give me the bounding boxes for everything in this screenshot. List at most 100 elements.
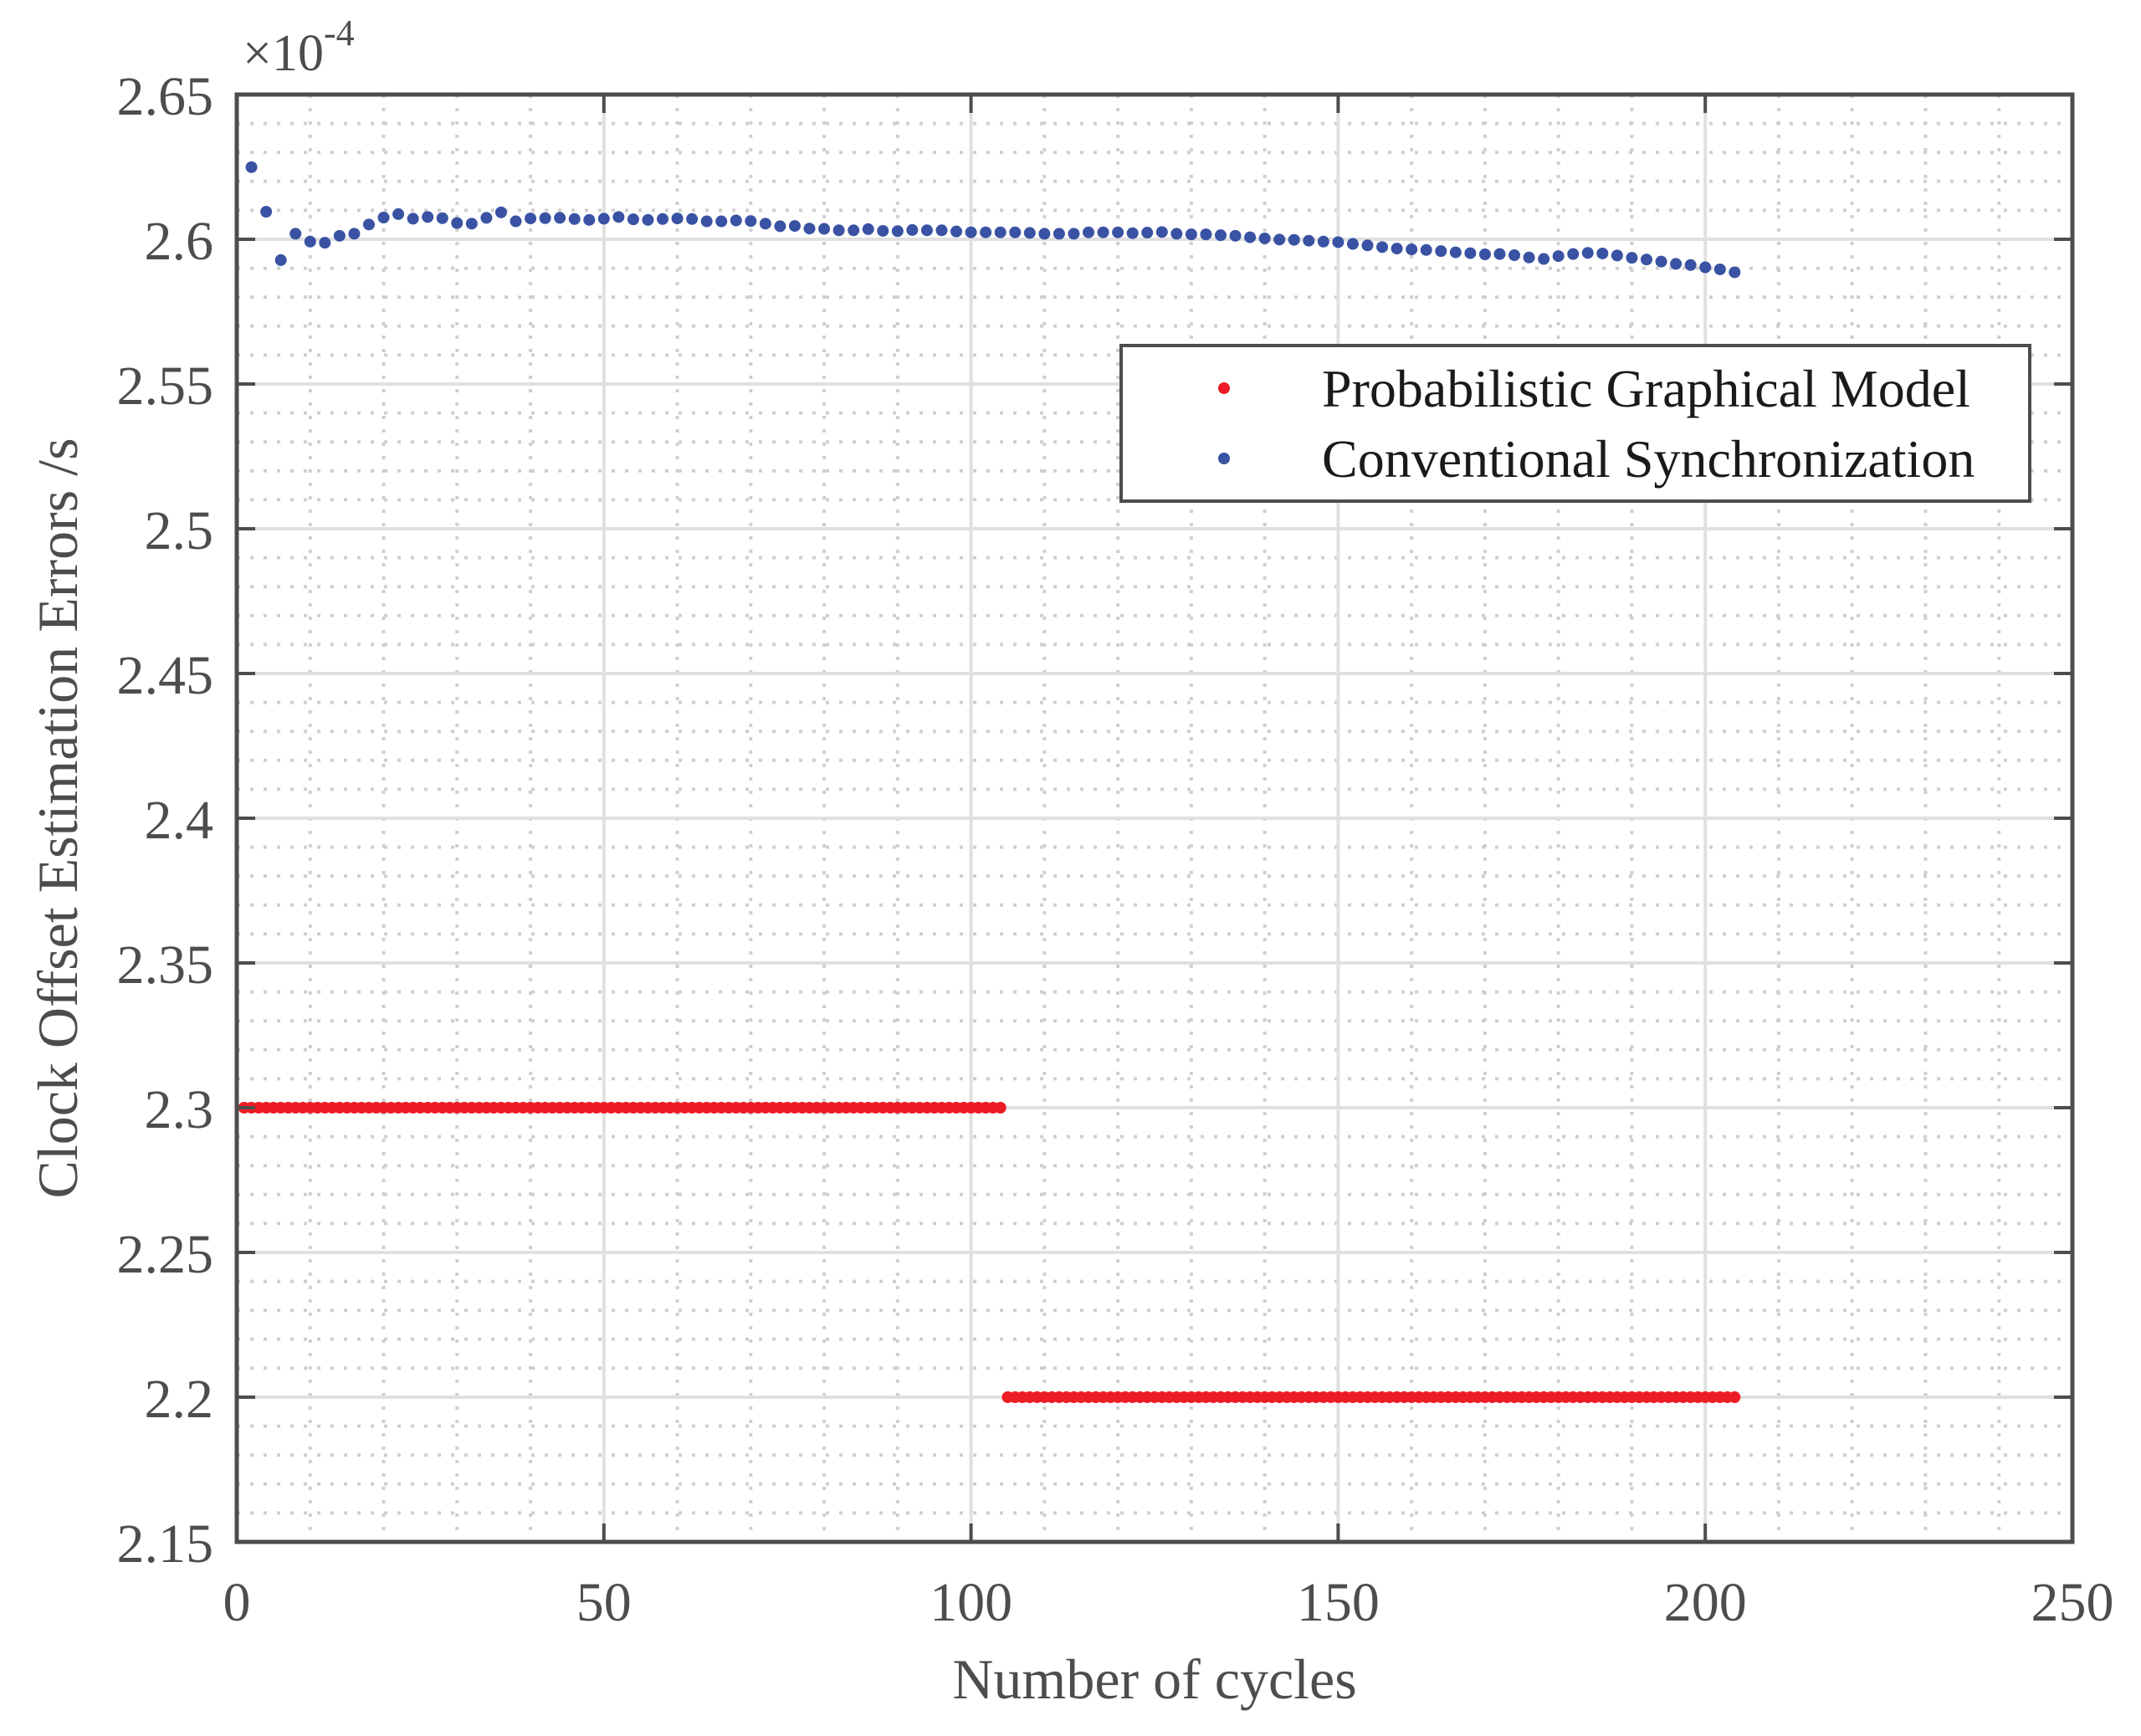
data-point-conventional-synchronization [245,161,258,173]
data-point-conventional-synchronization [1729,266,1741,279]
data-point-conventional-synchronization [1435,245,1447,258]
data-point-conventional-synchronization [1640,253,1652,266]
data-point-conventional-synchronization [1406,243,1418,256]
data-point-conventional-synchronization [920,224,933,237]
data-point-conventional-synchronization [1655,255,1667,268]
data-point-conventional-synchronization [1538,253,1550,265]
data-point-conventional-synchronization [260,206,273,218]
x-tick-label: 150 [1297,1572,1380,1633]
data-point-conventional-synchronization [362,218,375,231]
data-point-conventional-synchronization [1626,252,1638,264]
data-point-conventional-synchronization [1288,233,1300,246]
data-point-conventional-synchronization [539,212,551,224]
y-tick-label: 2.3 [145,1079,214,1140]
data-point-conventional-synchronization [1258,232,1271,244]
data-point-conventional-synchronization [627,213,639,226]
data-point-conventional-synchronization [1185,228,1197,241]
x-tick-label: 100 [930,1572,1012,1633]
y-tick-label: 2.55 [117,356,214,417]
data-point-conventional-synchronization [1596,247,1609,259]
data-point-conventional-synchronization [348,228,361,240]
data-point-conventional-synchronization [333,229,346,242]
data-point-conventional-synchronization [392,207,405,220]
data-point-conventional-synchronization [818,223,831,235]
data-point-conventional-synchronization [1523,251,1535,264]
data-point-conventional-synchronization [686,213,699,225]
data-point-conventional-synchronization [803,223,816,235]
data-point-conventional-synchronization [848,224,860,237]
data-point-conventional-synchronization [1464,247,1477,259]
data-point-conventional-synchronization [1244,231,1257,243]
data-point-conventional-synchronization [671,213,684,225]
data-point-conventional-synchronization [1552,250,1565,263]
data-point-conventional-synchronization [422,211,434,223]
data-point-conventional-synchronization [980,226,992,238]
data-point-conventional-synchronization [877,224,889,237]
x-tick-label: 50 [576,1572,632,1633]
data-point-conventional-synchronization [774,220,786,233]
data-point-conventional-synchronization [1141,227,1154,239]
data-point-conventional-synchronization [788,220,801,233]
x-axis-title: Number of cycles [952,1647,1356,1711]
data-point-conventional-synchronization [642,213,654,226]
data-point-conventional-synchronization [1317,235,1329,248]
data-point-conventional-synchronization [1346,238,1359,250]
data-point-conventional-synchronization [1009,226,1022,238]
data-point-conventional-synchronization [1214,229,1227,242]
data-point-conventional-synchronization [1273,233,1286,246]
data-point-conventional-synchronization [554,212,566,224]
x-tick-label: 0 [223,1572,251,1633]
data-point-conventional-synchronization [1229,229,1242,242]
data-point-conventional-synchronization [700,215,713,228]
data-point-conventional-synchronization [1684,259,1697,271]
legend-label-probabilistic-graphical-model: Probabilistic Graphical Model [1322,359,1970,418]
x-axis-tick-labels: 0 50 100 150 200 250 [223,1572,2114,1633]
data-point-conventional-synchronization [1170,228,1183,240]
data-point-conventional-synchronization [862,223,874,235]
exponent-power: -4 [324,13,355,54]
data-point-conventional-synchronization [906,223,919,236]
data-point-conventional-synchronization [583,213,596,226]
data-point-conventional-synchronization [612,211,625,223]
data-point-conventional-synchronization [1126,227,1139,239]
legend-label-conventional-synchronization: Conventional Synchronization [1322,429,1975,489]
data-point-conventional-synchronization [965,226,977,238]
x-tick-label: 200 [1664,1572,1747,1633]
data-point-conventional-synchronization [1303,234,1315,247]
data-point-conventional-synchronization [1053,228,1065,240]
data-point-conventional-synchronization [891,225,904,238]
data-point-conventional-synchronization [1508,249,1521,262]
data-point-conventional-synchronization [319,237,331,249]
y-tick-label: 2.4 [145,790,214,851]
data-point-conventional-synchronization [1200,228,1212,241]
legend: Probabilistic Graphical Model Convention… [1119,344,2031,503]
data-point-conventional-synchronization [480,212,493,224]
major-grid [237,95,2072,1542]
data-point-conventional-synchronization [1420,243,1432,256]
data-point-conventional-synchronization [274,253,287,266]
data-point-conventional-synchronization [1449,246,1462,259]
data-point-conventional-synchronization [289,228,302,240]
y-tick-label: 2.65 [117,66,214,127]
data-point-conventional-synchronization [465,218,478,230]
data-point-conventional-synchronization [935,224,948,237]
data-point-conventional-synchronization [1376,241,1389,253]
data-point-probabilistic-graphical-model [994,1102,1006,1114]
data-point-conventional-synchronization [1097,226,1109,238]
data-point-conventional-synchronization [597,213,610,225]
data-point-conventional-synchronization [1068,228,1080,240]
legend-marker-blue-dot-icon [1218,453,1230,464]
data-point-conventional-synchronization [994,226,1006,238]
data-point-conventional-synchronization [832,224,845,237]
y-axis-exponent: ×10-4 [243,13,355,82]
data-point-probabilistic-graphical-model [1729,1391,1741,1403]
data-point-conventional-synchronization [451,217,464,229]
legend-box [1119,344,2031,503]
data-point-conventional-synchronization [525,213,537,225]
data-point-conventional-synchronization [1567,248,1580,260]
y-axis-tick-labels: 2.15 2.2 2.25 2.3 2.35 2.4 2.45 2.5 2.55 2.6 2.65 [117,66,214,1575]
y-tick-label: 2.6 [145,211,214,272]
data-point-conventional-synchronization [1038,228,1051,240]
data-point-conventional-synchronization [1023,227,1036,239]
